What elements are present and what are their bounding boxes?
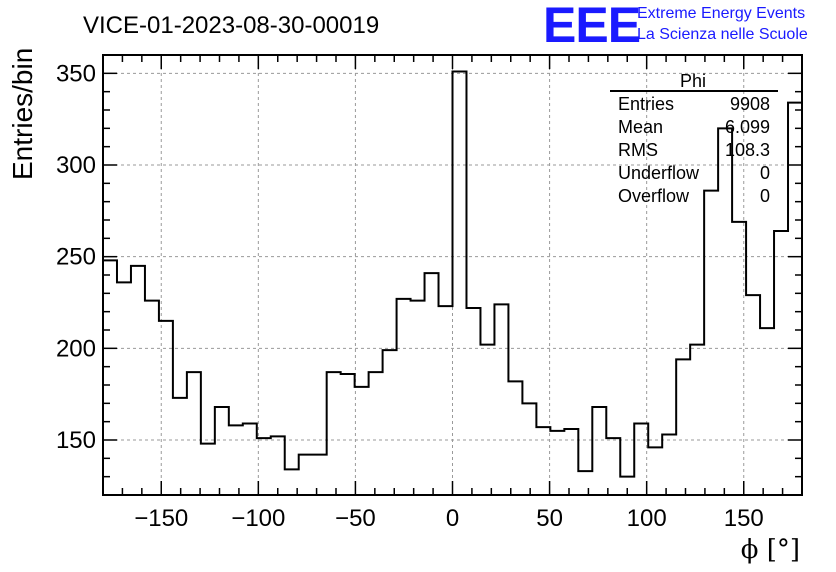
y-tick-label: 200 bbox=[56, 335, 96, 362]
histogram-series bbox=[103, 70, 802, 478]
y-tick-label: 300 bbox=[56, 152, 96, 179]
stats-rows: Entries 9908 Mean 6.099 RMS 108.3 Underflow 0 Ov… bbox=[618, 94, 770, 206]
x-tick-label: −100 bbox=[231, 505, 285, 532]
x-tick-labels: −150 −100 −50 0 50 100 150 bbox=[134, 505, 764, 532]
logo-line-1: Extreme Energy Events bbox=[637, 5, 805, 22]
axis-ticks bbox=[102, 54, 803, 496]
x-axis-label: ϕ [°] bbox=[741, 535, 800, 565]
eee-logo-mark: EEE bbox=[543, 0, 640, 53]
x-tick-label: 100 bbox=[627, 505, 667, 532]
x-tick-label: −150 bbox=[134, 505, 188, 532]
x-tick-label: 0 bbox=[446, 505, 459, 532]
stats-value: 9908 bbox=[730, 94, 770, 114]
y-tick-label: 350 bbox=[56, 60, 96, 87]
stats-value: 0 bbox=[760, 163, 770, 183]
x-tick-label: −50 bbox=[335, 505, 376, 532]
stats-label: Overflow bbox=[618, 186, 690, 206]
stats-value: 108.3 bbox=[725, 140, 770, 160]
y-axis-label: Entries/bin bbox=[7, 48, 38, 180]
y-tick-labels: 150 200 250 300 350 bbox=[56, 60, 96, 454]
stats-title: Phi bbox=[680, 71, 706, 91]
x-tick-label: 150 bbox=[724, 505, 764, 532]
logo-line-2: La Scienza nelle Scuole bbox=[637, 26, 808, 43]
chart-title: VICE-01-2023-08-30-00019 bbox=[83, 12, 379, 39]
eee-logo: EEE Extreme Energy Events La Scienza nel… bbox=[543, 0, 808, 53]
stats-value: 6.099 bbox=[725, 117, 770, 137]
stats-label: Underflow bbox=[618, 163, 700, 183]
y-tick-label: 150 bbox=[56, 427, 96, 454]
stats-label: Entries bbox=[618, 94, 674, 114]
stats-box: Phi Entries 9908 Mean 6.099 RMS 108.3 Underflo… bbox=[610, 71, 778, 206]
stats-label: RMS bbox=[618, 140, 658, 160]
y-tick-label: 250 bbox=[56, 244, 96, 271]
stats-value: 0 bbox=[760, 186, 770, 206]
stats-label: Mean bbox=[618, 117, 663, 137]
x-tick-label: 50 bbox=[536, 505, 563, 532]
